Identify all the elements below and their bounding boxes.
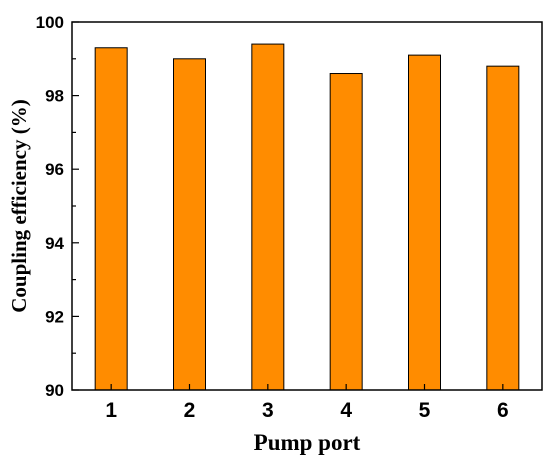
- bar-6: [486, 65, 520, 391]
- plot-frame: [71, 21, 543, 391]
- x-tick-label: 4: [340, 399, 352, 422]
- x-tick-label: 2: [184, 399, 196, 422]
- x-tick-label: 5: [419, 399, 431, 422]
- y-tick-label: 90: [45, 381, 64, 400]
- x-tick-label: 1: [105, 399, 117, 422]
- y-tick-label: 98: [45, 87, 64, 106]
- bar-5: [408, 54, 441, 391]
- x-tick-label: 6: [497, 399, 509, 422]
- bars-group: [94, 43, 520, 391]
- bar-4: [329, 73, 363, 391]
- y-axis-title: Coupling efficiency (%): [7, 99, 31, 312]
- y-axis-ticks: 90 92 94 96 98 100: [36, 13, 79, 400]
- y-tick-label: 92: [45, 307, 64, 326]
- bar-2: [173, 58, 206, 391]
- y-tick-label: 94: [45, 234, 64, 253]
- x-axis-title: Pump port: [254, 430, 361, 455]
- x-axis-categories: 1 2 3 4 5 6: [105, 384, 509, 422]
- y-tick-label: 96: [45, 160, 64, 179]
- bar-1: [94, 47, 128, 391]
- bar-3: [251, 43, 285, 391]
- x-tick-label: 3: [262, 399, 274, 422]
- y-tick-label: 100: [36, 13, 64, 32]
